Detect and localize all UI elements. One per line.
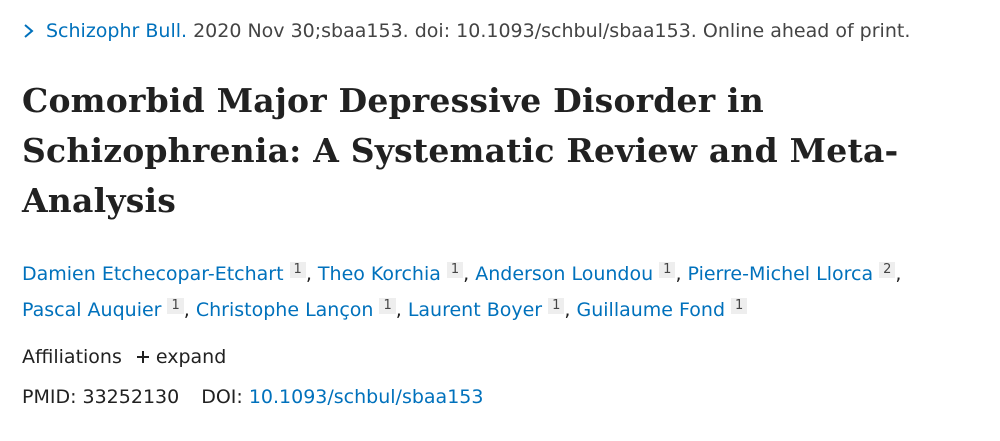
separator: , xyxy=(675,263,682,285)
expand-toggle[interactable]: expand xyxy=(155,346,227,368)
citation-details: 2020 Nov 30;sbaa153. doi: 10.1093/schbul… xyxy=(193,20,911,42)
author-name[interactable]: Theo Korchia xyxy=(317,263,441,285)
plus-icon[interactable] xyxy=(136,350,150,364)
affiliation-number[interactable]: 1 xyxy=(659,262,676,278)
author: Anderson Loundou 1, xyxy=(475,262,682,285)
author-name[interactable]: Guillaume Fond xyxy=(576,299,726,321)
affiliations-row: Affiliations expand xyxy=(22,342,1000,372)
affiliation-number[interactable]: 1 xyxy=(379,298,396,314)
chevron-icon xyxy=(24,24,34,38)
author: Guillaume Fond 1 xyxy=(576,298,748,321)
author: Christophe Lançon 1, xyxy=(195,298,402,321)
author-name[interactable]: Damien Etchecopar-Etchart xyxy=(22,263,284,285)
author: Laurent Boyer 1, xyxy=(407,298,571,321)
author-name[interactable]: Pascal Auquier xyxy=(22,299,162,321)
author-name[interactable]: Anderson Loundou xyxy=(475,263,654,285)
separator: , xyxy=(395,299,402,321)
author: Damien Etchecopar-Etchart 1, xyxy=(22,262,312,285)
pmid-label: PMID: xyxy=(22,386,77,408)
separator: , xyxy=(564,299,571,321)
affiliation-number[interactable]: 1 xyxy=(446,262,464,278)
journal-link[interactable]: Schizophr Bull. xyxy=(46,20,188,42)
separator: , xyxy=(305,263,312,285)
pmid: 33252130 xyxy=(82,386,180,408)
author: Theo Korchia 1, xyxy=(317,262,470,285)
author-name[interactable]: Laurent Boyer xyxy=(407,299,543,321)
author: Pierre-Michel Llorca 2, xyxy=(687,262,902,285)
author-name[interactable]: Christophe Lançon xyxy=(195,299,374,321)
separator: , xyxy=(895,263,902,285)
doi-link[interactable]: 10.1093/schbul/sbaa153 xyxy=(248,386,484,408)
affiliation-number[interactable]: 2 xyxy=(879,262,896,278)
separator: , xyxy=(463,263,470,285)
doi-label: DOI: xyxy=(201,386,243,408)
author-list: Damien Etchecopar-Etchart 1, Theo Korchia… xyxy=(22,256,997,328)
affiliation-number[interactable]: 1 xyxy=(731,298,748,314)
affiliation-number[interactable]: 1 xyxy=(289,262,306,278)
identifiers-row: PMID: 33252130 DOI: 10.1093/schbul/sbaa1… xyxy=(22,382,1000,412)
author-name[interactable]: Pierre-Michel Llorca xyxy=(687,263,874,285)
affiliation-number[interactable]: 1 xyxy=(548,298,565,314)
affiliation-number[interactable]: 1 xyxy=(167,298,184,314)
affiliations-label: Affiliations xyxy=(22,346,122,368)
citation: Schizophr Bull. 2020 Nov 30;sbaa153. doi… xyxy=(22,14,1000,48)
separator: , xyxy=(183,299,190,321)
author: Pascal Auquier 1, xyxy=(22,298,190,321)
article-title: Comorbid Major Depressive Disorder in Sc… xyxy=(22,81,899,220)
